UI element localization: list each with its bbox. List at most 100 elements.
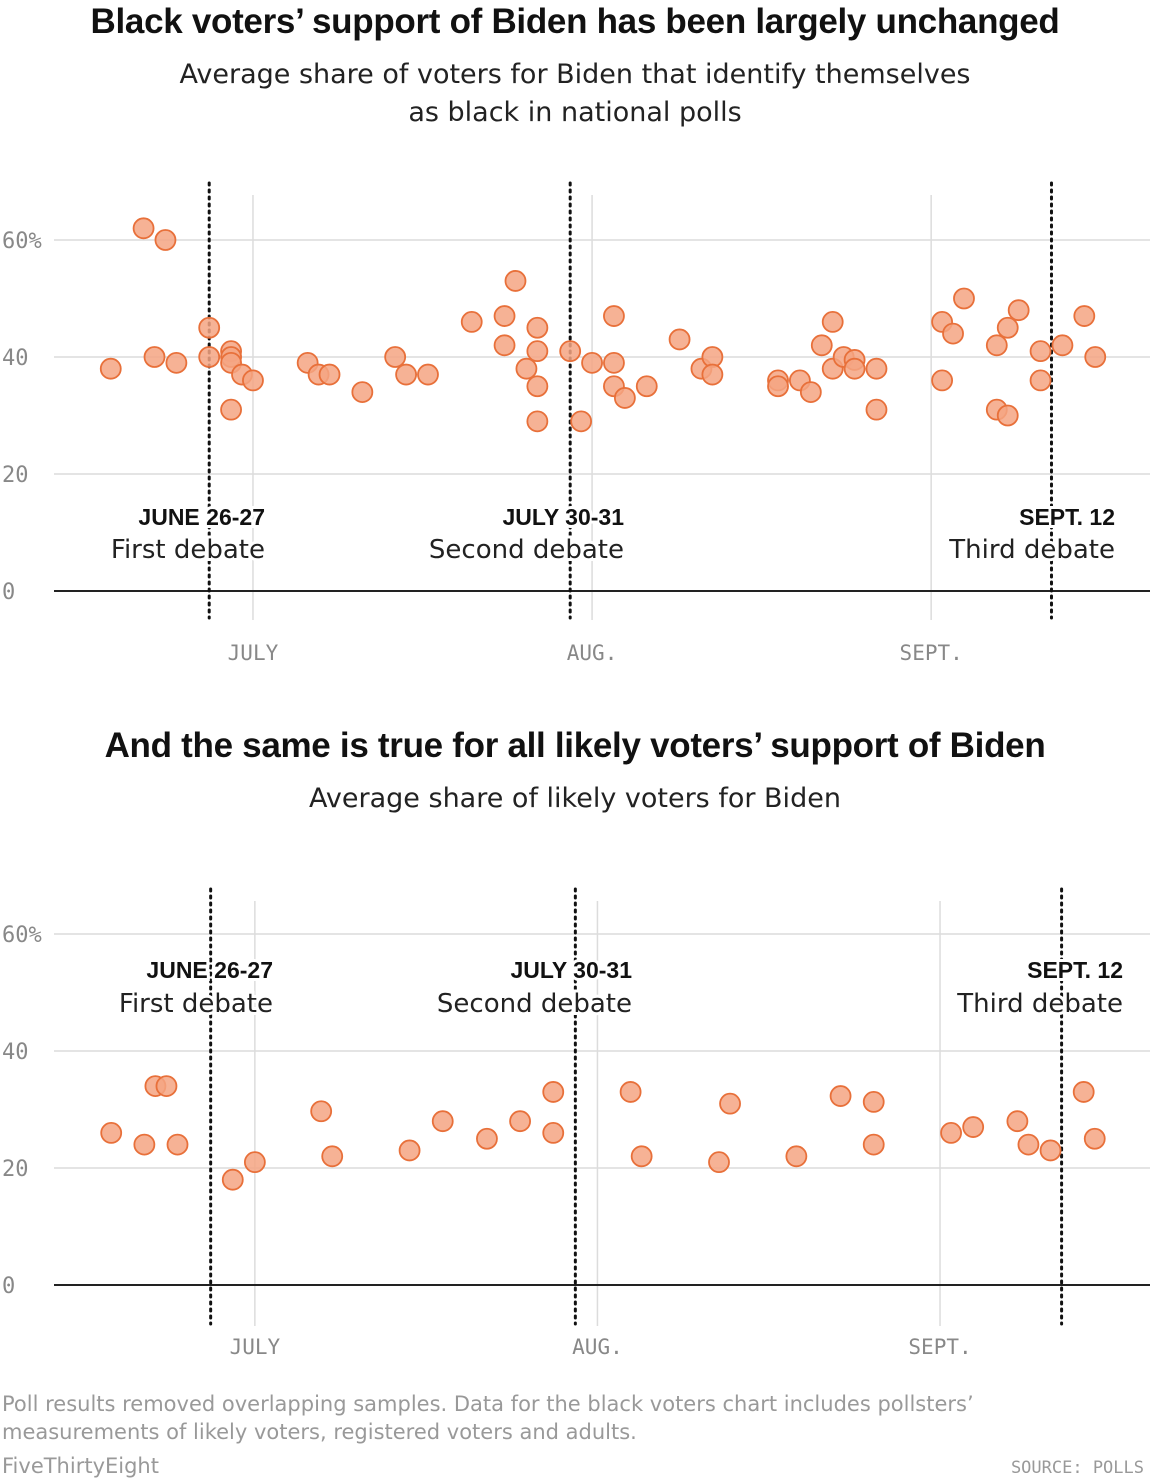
poll-point (1006, 1110, 1029, 1133)
poll-point (526, 410, 549, 433)
debate-name-label: First debate (111, 535, 265, 565)
scatter-plot-likely-voters: JULY AUG. SEPT. 0 20 40 60% JUNE 26-27 First deb… (2, 887, 1150, 1359)
poll-point (862, 1133, 885, 1156)
poll-point (318, 363, 341, 386)
poll-point (493, 305, 516, 327)
poll-point (985, 334, 1008, 357)
y-tick-label: 20 (2, 1157, 29, 1182)
poll-point (542, 1081, 565, 1103)
poll-point (843, 357, 866, 380)
debate-date-label: JUNE 26-27 (138, 504, 265, 530)
debate-name-label: First debate (119, 989, 273, 1019)
poll-point (460, 310, 483, 333)
chart-subtitle: Average share of voters for Biden that i… (0, 56, 1150, 132)
y-tick-label: 20 (2, 463, 29, 488)
chart-panel-black-voters: Black voters’ support of Biden has been … (0, 0, 1150, 690)
y-tick-label: 40 (2, 1040, 29, 1065)
debate-name-label: Third debate (956, 989, 1123, 1019)
poll-point (1084, 346, 1107, 368)
chart-subtitle: Average share of likely voters for Biden (0, 780, 1150, 818)
chart-subtitle-line: Average share of likely voters for Biden (309, 783, 841, 814)
debate-name-label: Third debate (948, 535, 1115, 565)
poll-point (504, 270, 527, 292)
poll-point (785, 1145, 808, 1168)
poll-point (515, 357, 538, 380)
poll-point (581, 351, 603, 374)
poll-point (799, 381, 822, 404)
poll-point (220, 398, 242, 421)
chart-subtitle-line: as black in national polls (408, 97, 742, 128)
debate-date-label: JULY 30-31 (503, 504, 625, 530)
poll-point (493, 334, 516, 357)
poll-point (417, 363, 439, 386)
poll-point (767, 375, 789, 398)
chart-title: Black voters’ support of Biden has been … (90, 2, 1060, 41)
poll-point (384, 346, 407, 368)
poll-point (1073, 305, 1096, 327)
poll-point (630, 1145, 653, 1168)
poll-point (603, 305, 625, 327)
poll-point (198, 316, 221, 339)
poll-point (221, 1168, 244, 1191)
poll-point (99, 357, 122, 380)
y-tick-label: 60% (2, 923, 42, 948)
y-tick-label: 40 (2, 346, 29, 371)
poll-point (526, 375, 549, 398)
poll-point (635, 375, 658, 398)
poll-point (996, 316, 1019, 339)
debate-date-label: SEPT. 12 (1027, 957, 1123, 983)
poll-point (619, 1081, 642, 1103)
debate-name-label: Second debate (429, 535, 624, 565)
poll-point (1017, 1133, 1040, 1156)
poll-point (708, 1151, 730, 1174)
poll-point (865, 398, 888, 421)
y-tick-label: 0 (2, 580, 15, 605)
poll-point (559, 340, 582, 363)
month-label: SEPT. (908, 1335, 971, 1359)
poll-point (865, 357, 888, 380)
poll-point (1029, 340, 1052, 363)
poll-point (862, 1090, 885, 1113)
poll-point (398, 1139, 421, 1162)
poll-point (1007, 299, 1030, 322)
month-label: JULY (228, 641, 279, 665)
poll-point (940, 1121, 962, 1144)
month-label: AUG. (567, 641, 618, 665)
footnote: Poll results removed overlapping samples… (2, 1390, 1102, 1446)
y-tick-label: 60% (2, 229, 42, 254)
poll-point (243, 1151, 266, 1174)
poll-point (668, 328, 691, 351)
brand-label: FiveThirtyEight (2, 1454, 159, 1478)
poll-point (942, 322, 964, 345)
month-label: JULY (230, 1335, 281, 1359)
debate-date-label: SEPT. 12 (1019, 504, 1115, 530)
poll-point (165, 351, 188, 374)
poll-point (953, 287, 975, 310)
poll-point (143, 346, 166, 368)
poll-point (154, 229, 177, 251)
poll-point (1039, 1139, 1062, 1162)
poll-point (1051, 334, 1074, 357)
footnote-line: Poll results removed overlapping samples… (2, 1392, 974, 1416)
poll-point (1072, 1081, 1095, 1103)
poll-point (931, 369, 954, 392)
poll-point (719, 1092, 741, 1115)
poll-point (962, 1116, 985, 1138)
chart-panel-likely-voters: And the same is true for all likely vote… (0, 718, 1150, 1378)
poll-point (1083, 1127, 1106, 1150)
chart-subtitle-line: Average share of voters for Biden that i… (179, 59, 971, 90)
poll-point (526, 340, 549, 363)
poll-point (603, 351, 625, 374)
poll-point (132, 217, 155, 240)
debate-date-label: JULY 30-31 (511, 957, 633, 983)
poll-point (613, 387, 636, 409)
poll-point (431, 1110, 454, 1133)
source-label: SOURCE: POLLS (1010, 1458, 1144, 1478)
poll-point (155, 1075, 178, 1098)
scatter-plot-black-voters: JULY AUG. SEPT. 0 20 40 60% JUNE 26-27 First deb… (2, 181, 1150, 665)
poll-point (395, 363, 418, 386)
poll-point (198, 346, 221, 368)
debate-date-label: JUNE 26-27 (146, 957, 273, 983)
poll-point (810, 334, 833, 357)
poll-point (242, 369, 264, 392)
